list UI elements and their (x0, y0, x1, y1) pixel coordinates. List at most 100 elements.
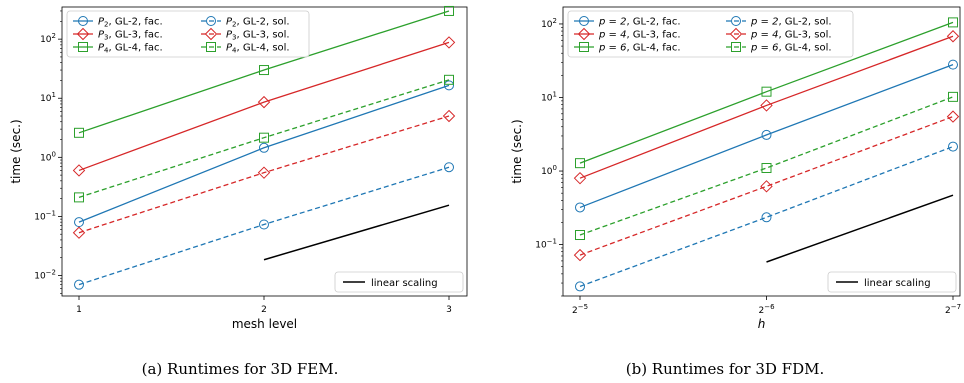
caption-fdm: (b) Runtimes for 3D FDM. (626, 360, 825, 378)
series-3 (575, 141, 958, 292)
data-point (573, 171, 587, 185)
data-point (948, 141, 958, 152)
data-point (74, 127, 84, 138)
data-point (948, 17, 958, 28)
data-point (761, 129, 772, 140)
x-tick-label: 1 (76, 305, 82, 315)
x-tick-label: 3 (446, 305, 452, 315)
legend-marker (206, 42, 216, 52)
reference-legend: linear scaling (827, 271, 957, 293)
caption-fem: (a) Runtimes for 3D FEM. (142, 360, 339, 378)
reference-legend-box (827, 271, 957, 293)
data-point (761, 86, 772, 97)
series-line (579, 35, 954, 179)
data-point (444, 74, 454, 85)
fdm-runtime-chart: 2−5 2−6 2−7 10−1 100 101 102 h time (sec.) p = 2,… (510, 6, 961, 331)
data-point (442, 109, 456, 123)
series-1 (573, 30, 960, 185)
data-point (946, 30, 960, 43)
data-point (573, 248, 587, 262)
x-tick-label: 2−5 (572, 303, 588, 316)
legend-marker (206, 16, 216, 26)
data-point (259, 65, 269, 76)
legend-label: p = 4, GL-3, sol. (750, 30, 832, 41)
legend: p = 2, GL-2, fac. p = 4, GL-3, fac. p = 6,… (567, 10, 854, 58)
y-axis-label: time (sec.) (510, 119, 524, 183)
series-4 (72, 109, 456, 239)
data-point (444, 5, 454, 16)
data-point (72, 164, 86, 177)
legend-box (567, 10, 854, 58)
y-tick-label: 102 (541, 17, 557, 30)
y-tick-label: 10−1 (34, 209, 56, 222)
reference-legend-box (334, 271, 464, 293)
x-tick-label: 2−7 (945, 303, 961, 316)
legend-label: P4, GL-4, fac. (98, 43, 163, 55)
legend-label: p = 6, GL-4, sol. (750, 43, 832, 54)
axes-frame (562, 6, 961, 297)
legend-marker (78, 42, 88, 52)
y-tick-label: 101 (541, 90, 557, 103)
y-tick-label: 10−1 (535, 238, 557, 251)
legend-marker (76, 27, 90, 41)
series-line (579, 145, 954, 288)
series-line (579, 115, 954, 256)
series-1 (72, 36, 456, 177)
x-tick-label: 2−6 (758, 303, 775, 316)
series-line (579, 96, 954, 236)
x-axis-label: mesh level (232, 317, 297, 331)
series-line (579, 21, 954, 164)
legend-label: P3, GL-3, sol. (226, 30, 290, 42)
y-tick-label: 101 (40, 91, 56, 104)
reference-legend-label: linear scaling (371, 278, 438, 289)
data-point (259, 132, 269, 143)
legend-label: P3, GL-3, fac. (98, 30, 163, 42)
legend-marker (579, 42, 589, 52)
series-5 (74, 74, 454, 203)
data-point (259, 219, 269, 230)
series-line (78, 10, 450, 134)
y-tick-label: 100 (40, 150, 56, 163)
linear-scaling-line (766, 194, 954, 263)
data-point (760, 99, 773, 112)
legend-marker (731, 16, 741, 26)
series-0 (575, 59, 958, 213)
legend-marker (577, 27, 591, 41)
data-point (761, 212, 772, 223)
data-point (760, 180, 773, 193)
series-4 (573, 110, 960, 262)
x-axis-label: h (758, 317, 766, 331)
data-point (575, 230, 585, 241)
data-point (444, 162, 454, 173)
data-point (74, 279, 84, 290)
legend-label: P2, GL-2, sol. (226, 17, 290, 29)
data-point (575, 281, 585, 292)
series-3 (74, 162, 454, 290)
reference-legend-label: linear scaling (864, 278, 931, 289)
legend-box (66, 10, 310, 58)
data-point (257, 95, 271, 109)
legend-marker (579, 16, 589, 26)
data-point (946, 110, 960, 123)
legend-label: P4, GL-4, sol. (226, 43, 290, 55)
y-tick-label: 102 (40, 32, 56, 45)
data-point (257, 166, 271, 179)
data-point (444, 80, 454, 91)
linear-scaling-line (263, 204, 450, 261)
legend-marker (731, 42, 741, 52)
y-tick-label: 100 (541, 164, 557, 177)
series-line (78, 166, 450, 286)
fem-runtime-chart: 1 2 3 10−2 10−1 100 101 102 mesh level time (sec.… (9, 5, 468, 331)
data-point (442, 36, 456, 49)
y-tick-label: 10−2 (34, 269, 56, 282)
series-line (78, 115, 450, 234)
series-5 (575, 91, 958, 241)
data-point (575, 202, 585, 213)
data-point (74, 192, 84, 203)
data-point (761, 163, 772, 174)
series-2 (575, 17, 958, 169)
legend-label: p = 6, GL-4, fac. (598, 43, 681, 54)
legend-marker (729, 27, 743, 41)
series-line (78, 84, 450, 223)
